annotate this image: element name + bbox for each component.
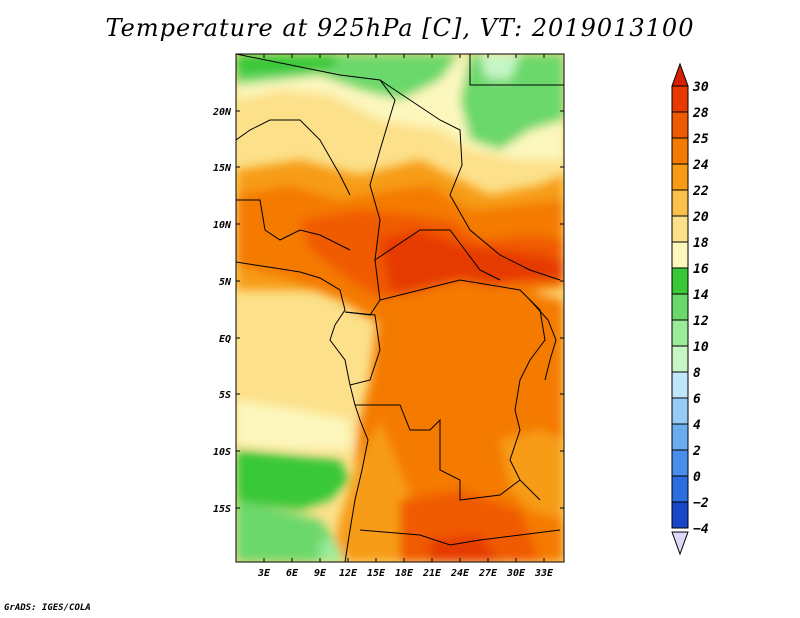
colorbar-label: 28 <box>692 106 709 121</box>
lat-label: 10S <box>213 447 231 458</box>
lon-labels: 3E 6E 9E 12E 15E 18E 21E 24E 27E 30E 33E <box>257 568 554 579</box>
colorbar-label: 24 <box>692 158 709 173</box>
colorbar-label: 0 <box>693 470 701 485</box>
lon-label: 15E <box>367 568 386 579</box>
colorbar-label: 4 <box>693 418 701 433</box>
lat-label: 15N <box>213 163 232 174</box>
lon-label: 18E <box>395 568 414 579</box>
colorbar-cell <box>671 371 689 399</box>
colorbar-label: 20 <box>692 210 709 225</box>
lon-label: 33E <box>534 568 554 579</box>
map-title: Temperature at 925hPa [C], VT: 201901310… <box>105 14 695 42</box>
colorbar-cell <box>671 111 689 139</box>
colorbar-cell <box>671 137 689 165</box>
lat-labels: 20N 15N 10N 5N EQ 5S 10S 15S <box>212 107 232 515</box>
colorbar-label: 22 <box>692 184 709 199</box>
credit-text: GrADS: IGES/COLA <box>4 603 91 613</box>
colorbar-cell <box>671 423 689 451</box>
lat-label: 5S <box>219 390 231 401</box>
lon-label: 12E <box>339 568 358 579</box>
colorbar-label: 6 <box>693 392 701 407</box>
colorbar-cell <box>671 449 689 477</box>
colorbar-label: 14 <box>693 288 709 303</box>
lon-label: 21E <box>422 568 442 579</box>
colorbar-label: −2 <box>693 496 709 511</box>
colorbar-label: 10 <box>693 340 709 355</box>
colorbar-bottom-cap <box>671 531 689 556</box>
colorbar-cell <box>671 163 689 191</box>
lat-label: 20N <box>212 107 232 118</box>
lon-ticks <box>263 54 545 562</box>
colorbar-cell <box>671 189 689 217</box>
lat-ticks <box>236 110 564 509</box>
colorbar-cell <box>671 345 689 373</box>
lat-label: 5N <box>219 277 232 288</box>
colorbar-cell <box>671 293 689 321</box>
temperature-field <box>236 54 564 562</box>
lon-label: 9E <box>314 568 327 579</box>
colorbar-label: 8 <box>693 366 701 381</box>
lon-label: 24E <box>450 568 470 579</box>
colorbar-cell <box>671 319 689 347</box>
colorbar-label: 16 <box>693 262 709 277</box>
colorbar-label: 30 <box>692 80 709 95</box>
colorbar-top-cap <box>671 62 689 87</box>
colorbar-label: 25 <box>692 132 709 147</box>
colorbar-label: 12 <box>693 314 709 329</box>
country-borders <box>236 54 564 562</box>
lon-label: 30E <box>506 568 526 579</box>
map-frame <box>235 53 565 563</box>
colorbar-cell <box>671 501 689 529</box>
lon-label: 27E <box>478 568 498 579</box>
lat-label: 10N <box>213 220 232 231</box>
colorbar-cell <box>671 241 689 269</box>
colorbar-cell <box>671 475 689 503</box>
colorbar-cell <box>671 267 689 295</box>
lon-label: 6E <box>286 568 299 579</box>
colorbar-cell <box>671 215 689 243</box>
colorbar-cell <box>671 85 689 113</box>
colorbar-label: 18 <box>693 236 709 251</box>
lat-label: 15S <box>213 504 231 515</box>
lat-label: EQ <box>219 334 231 345</box>
colorbar-cell <box>671 397 689 425</box>
colorbar-label: −4 <box>693 522 709 537</box>
colorbar-label: 2 <box>692 444 701 459</box>
lon-label: 3E <box>257 568 271 579</box>
